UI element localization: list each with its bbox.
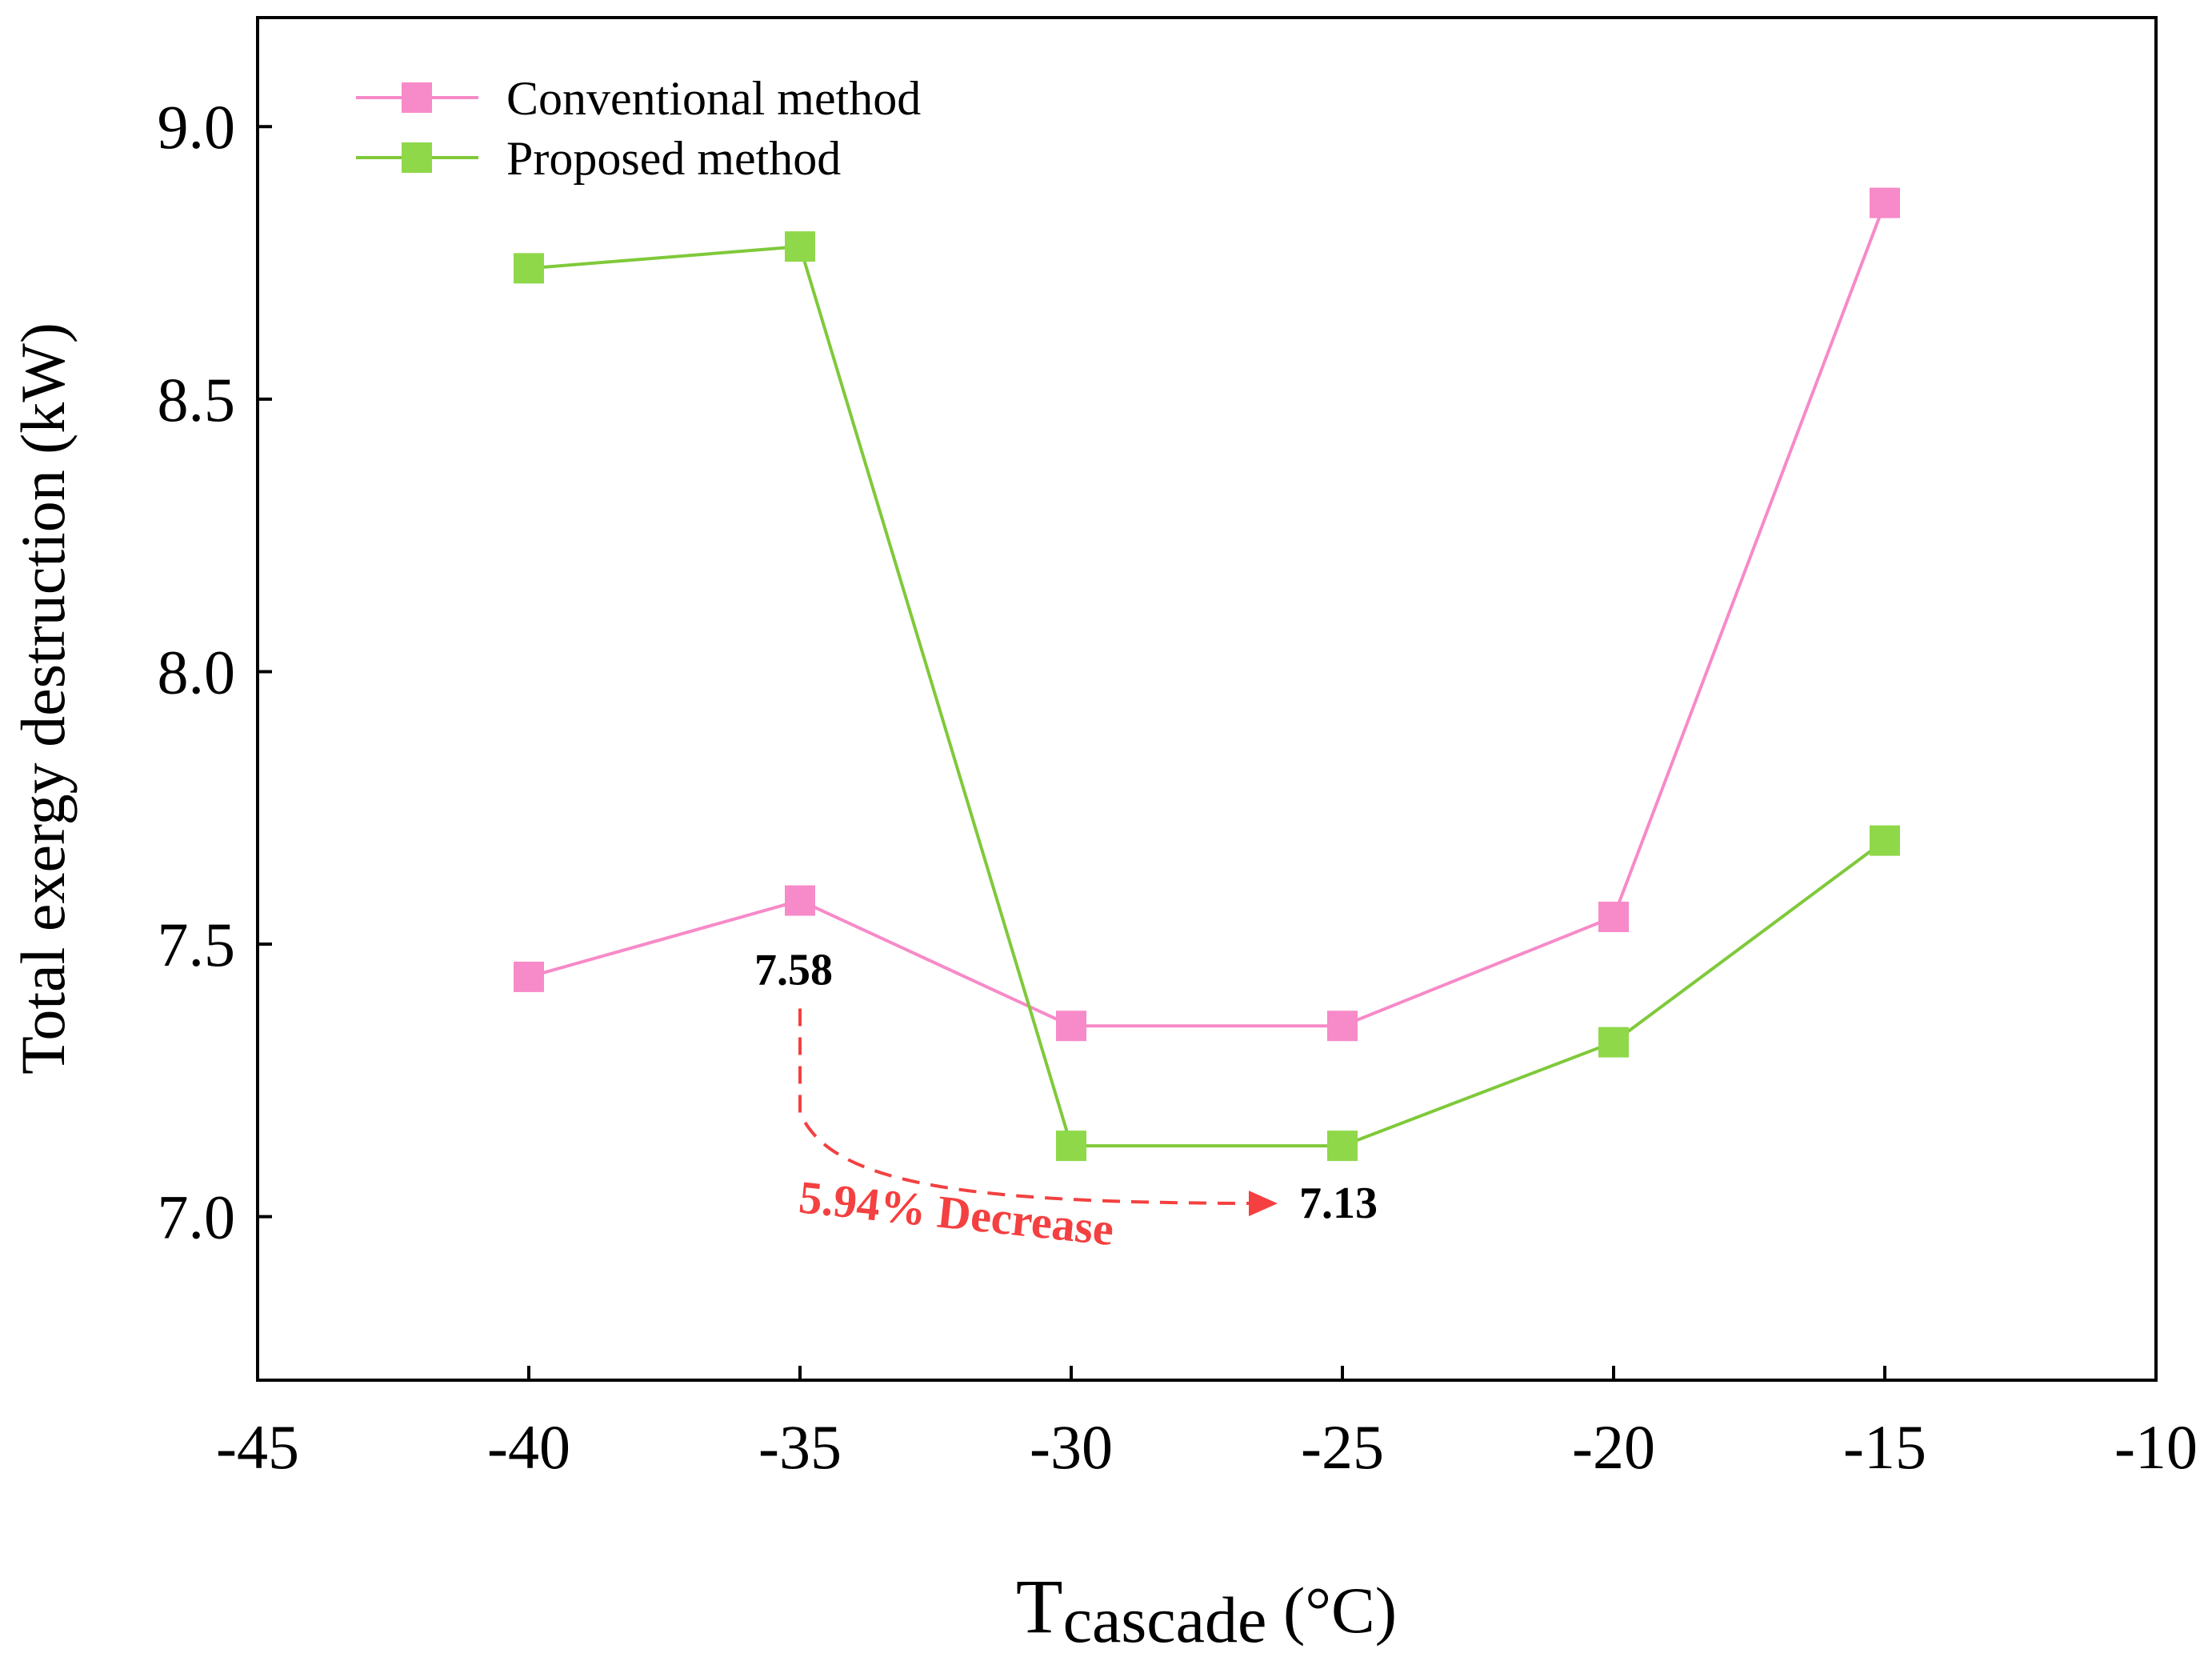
legend-marker-conventional [402, 82, 432, 113]
x-axis-label-main: T [1016, 1563, 1063, 1649]
x-tick-label: -15 [1843, 1412, 1926, 1482]
x-axis-label: Tcascade (°C) [1016, 1563, 1397, 1656]
series-line-conventional [528, 202, 1886, 1028]
data-point-proposed [1870, 825, 1900, 856]
legend-item-conventional: Conventional method [356, 72, 921, 125]
x-tick-label: -30 [1030, 1412, 1113, 1482]
series-line-proposed [528, 244, 1886, 1148]
data-point-proposed [1327, 1131, 1358, 1162]
series-layer [514, 187, 1900, 1162]
legend-marker-proposed [402, 142, 432, 173]
x-axis-ticks: -45 -40 -35 -30 -25 -20 -15 -10 [216, 1366, 2198, 1482]
data-point-conventional [1327, 1011, 1358, 1042]
decrease-arrow [798, 1008, 1278, 1217]
data-point-conventional [514, 961, 544, 992]
y-tick-label: 7.5 [158, 910, 236, 979]
data-point-proposed [785, 231, 815, 262]
legend-item-proposed: Proposed method [356, 132, 841, 185]
y-tick-label: 8.0 [158, 637, 236, 706]
y-axis-ticks: 7.0 7.5 8.0 8.5 9.0 [158, 92, 272, 1252]
data-point-proposed [1056, 1131, 1086, 1162]
legend: Conventional method Proposed method [356, 72, 921, 185]
data-point-proposed [1598, 1027, 1629, 1058]
y-tick-label: 8.5 [158, 365, 236, 434]
data-point-conventional [1056, 1011, 1086, 1042]
legend-text-proposed: Proposed method [506, 132, 841, 185]
x-tick-label: -10 [2114, 1412, 2198, 1482]
x-axis-label-unit: (°C) [1266, 1574, 1397, 1647]
data-point-conventional [1870, 187, 1900, 218]
x-tick-label: -45 [216, 1412, 299, 1482]
annotation-value-7-13: 7.13 [1299, 1179, 1378, 1228]
x-tick-label: -25 [1301, 1412, 1384, 1482]
plot-frame [256, 16, 2158, 1382]
x-tick-label: -40 [487, 1412, 570, 1482]
data-point-conventional [1598, 901, 1629, 932]
data-point-proposed [514, 253, 544, 284]
x-tick-label: -35 [758, 1412, 842, 1482]
y-axis-label: Total exergy destruction (kW) [8, 322, 78, 1075]
data-point-conventional [785, 885, 815, 916]
annotations: 7.58 7.13 5.94% Decrease [754, 946, 1378, 1256]
legend-text-conventional: Conventional method [506, 72, 921, 125]
x-tick-label: -20 [1572, 1412, 1655, 1482]
annotation-value-7-58: 7.58 [754, 946, 833, 995]
annotation-decrease: 5.94% Decrease [797, 1171, 1117, 1255]
y-tick-label: 7.0 [158, 1183, 236, 1252]
y-tick-label: 9.0 [158, 92, 236, 162]
x-axis-label-subscript: cascade [1063, 1583, 1267, 1656]
